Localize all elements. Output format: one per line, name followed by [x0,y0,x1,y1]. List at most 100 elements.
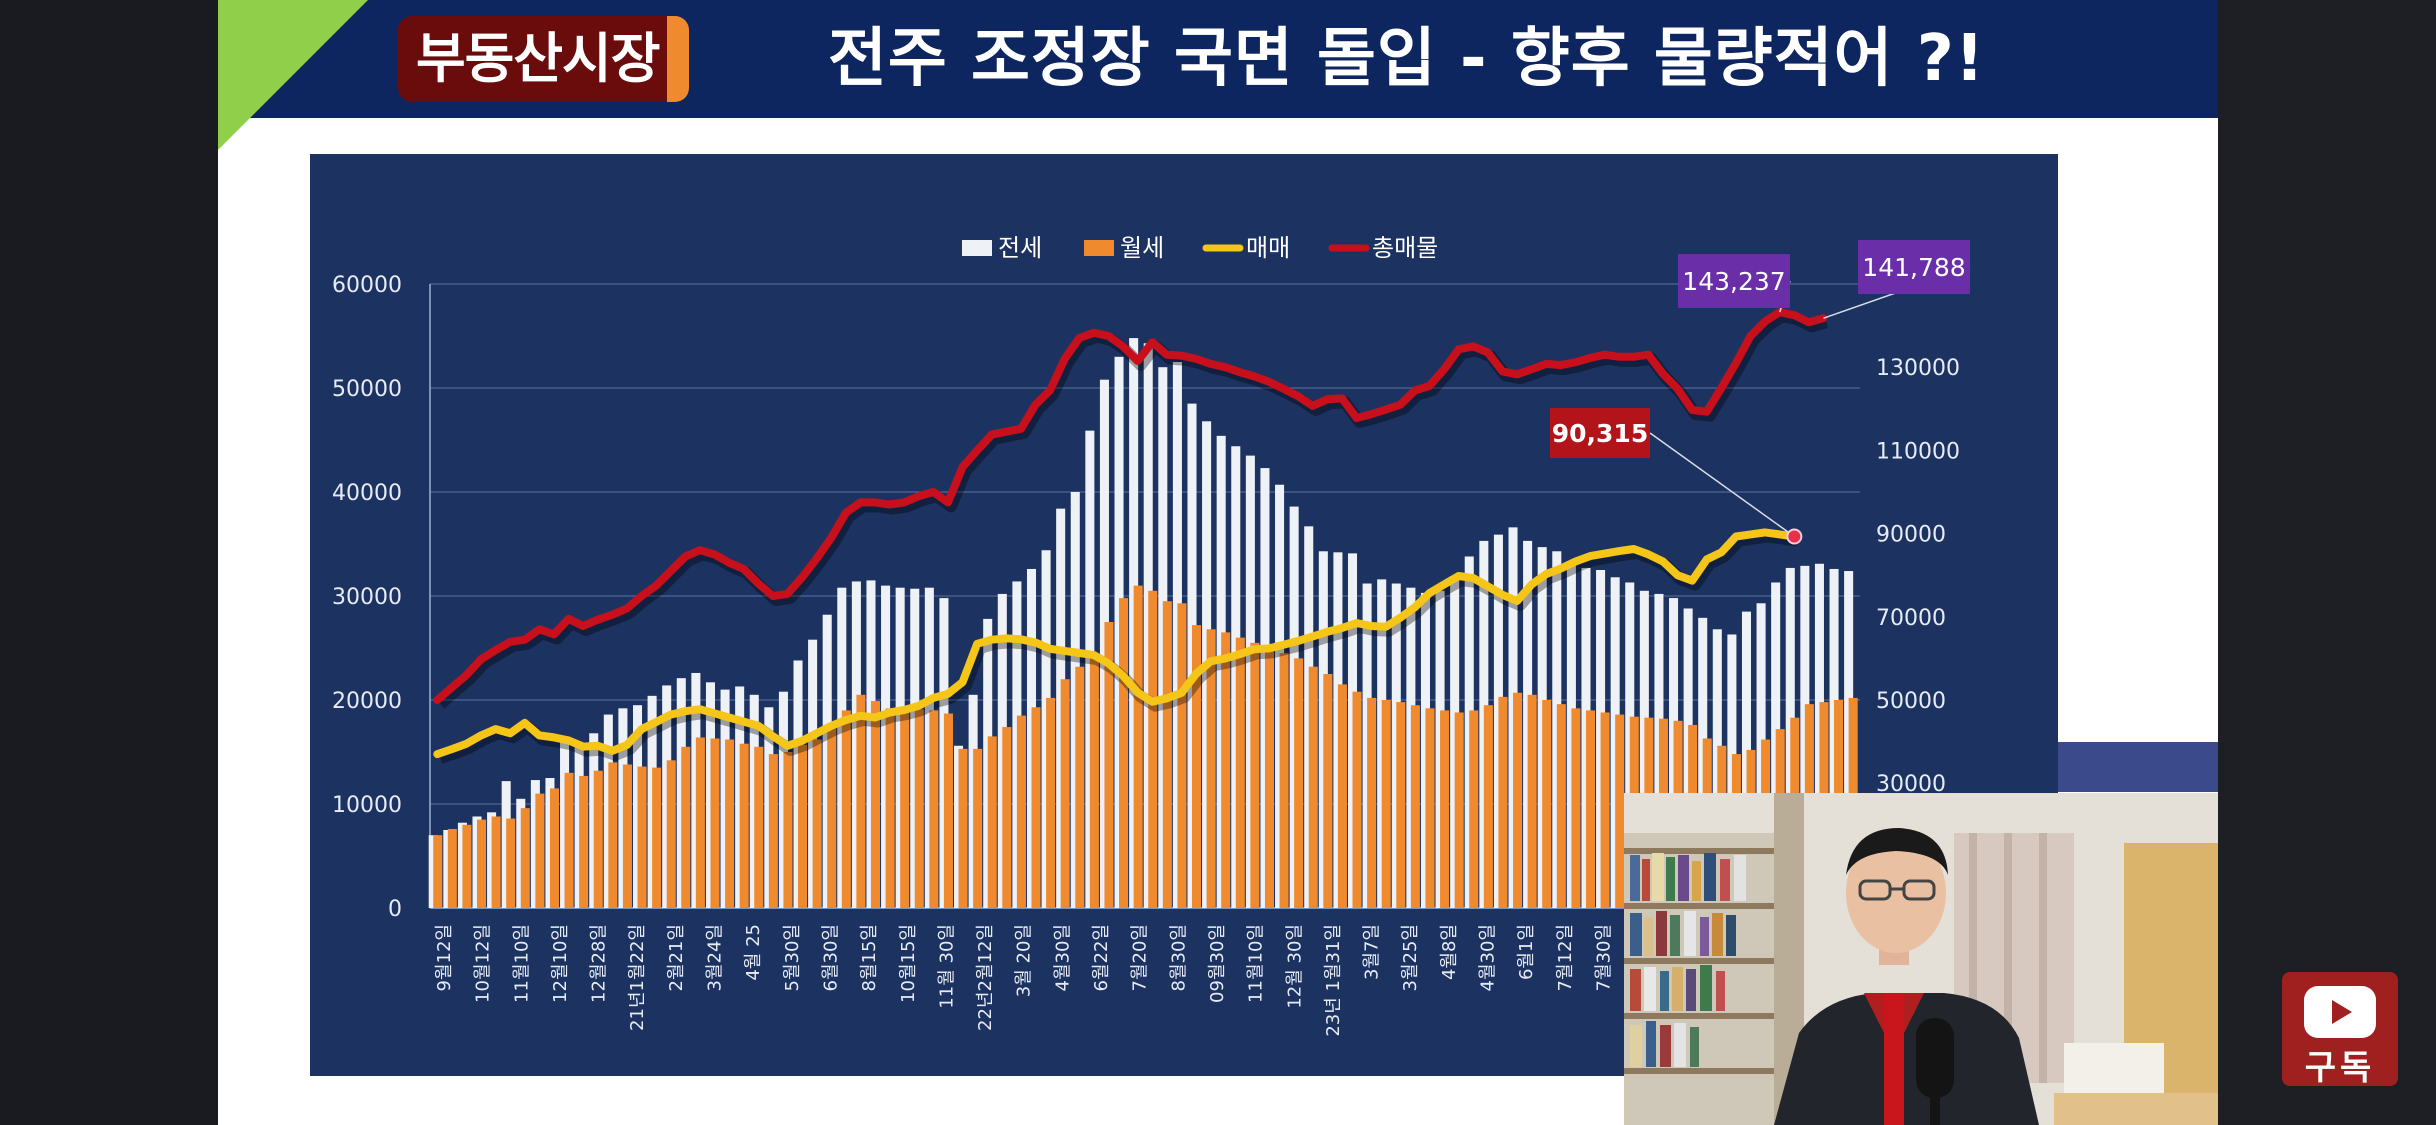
bar-wolse [433,835,443,908]
x-tick-label: 09월30일 [1207,924,1228,1003]
bar-wolse [1352,691,1362,908]
bar-wolse [1133,585,1143,908]
bar-wolse [1177,603,1187,908]
x-tick-label: 12월 30일 [1284,924,1305,1009]
bar-wolse [885,708,895,908]
y-left-tick-label: 50000 [332,377,402,402]
bar-wolse [1308,666,1318,908]
bar-wolse [1119,598,1129,908]
x-tick-label: 5월30일 [782,924,803,991]
bar-jeonse [1099,379,1109,908]
bar-wolse [1381,700,1391,908]
x-tick-label: 6월1일 [1516,924,1537,980]
x-tick-label: 22년2월12일 [975,924,996,1031]
bar-jeonse [1114,356,1124,908]
bar-wolse [1031,707,1041,908]
x-tick-label: 9월12일 [434,924,455,991]
y-left-tick-label: 20000 [332,689,402,714]
bar-wolse [1192,625,1202,908]
annotation-leader [1649,432,1795,538]
bar-wolse [593,770,603,908]
bar-jeonse [487,812,497,908]
bar-jeonse [1727,634,1737,908]
x-tick-label: 3월7일 [1362,924,1383,980]
bar-jeonse [545,778,555,908]
x-tick-label: 6월22일 [1091,924,1112,991]
bar-wolse [754,746,764,908]
bar-wolse [1425,708,1435,908]
x-tick-label: 4월30일 [1478,924,1499,991]
bar-wolse [462,824,472,908]
bar-jeonse [1464,556,1474,908]
highlight-point [1786,528,1803,545]
y-left-tick-label: 0 [388,897,402,922]
y-left-tick-label: 40000 [332,481,402,506]
bar-jeonse [1639,590,1649,908]
bar-wolse [1600,712,1610,908]
bar-jeonse [1187,403,1197,908]
x-tick-label: 10월12일 [473,924,494,1003]
category-badge-label: 부동산시장 [416,27,660,90]
annotation-box [1550,408,1650,458]
bar-wolse [681,746,691,908]
bar-wolse [447,828,457,908]
bar-wolse [477,819,487,908]
bar-wolse [1235,637,1245,908]
bar-wolse [710,738,720,908]
bar-wolse [506,818,516,908]
x-tick-label: 2월21일 [666,924,687,991]
bar-wolse [695,737,705,908]
chart-panel: 6000050000400003000020000100000150000130… [310,154,2058,1076]
bar-jeonse [778,691,788,908]
y-left-tick-label: 30000 [332,585,402,610]
x-tick-label: 23년 1월31일 [1323,924,1344,1037]
bar-wolse [564,772,574,908]
bar-jeonse [910,588,920,908]
bar-wolse [856,694,866,908]
bar-wolse [535,793,545,908]
bar-jeonse [866,580,876,908]
bar-jeonse [1275,484,1285,908]
bar-wolse [1206,629,1216,908]
bar-wolse [1294,658,1304,908]
x-tick-label: 4월 25 [743,924,764,981]
bar-wolse [1089,657,1099,908]
y-right-tick-label: 110000 [1876,439,1960,464]
bar-wolse [1513,692,1523,908]
bar-wolse [943,713,953,908]
x-tick-label: 7월30일 [1593,924,1614,991]
bar-wolse [637,766,647,908]
bar-jeonse [954,745,964,908]
bar-wolse [739,743,749,908]
bar-wolse [841,710,851,908]
bar-wolse [1337,684,1347,908]
bar-wolse [827,728,837,908]
bar-wolse [1571,708,1581,908]
slide-title: 전주 조정장 국면 돌입 - 향후 물량적어 ?! [828,22,1986,96]
bar-wolse [666,760,676,908]
bar-wolse [1396,702,1406,908]
x-tick-label: 21년1월22일 [627,924,648,1031]
bar-wolse [1367,697,1377,908]
bar-wolse [973,748,983,908]
bar-wolse [1323,674,1333,908]
legend-label: 월세 [1120,234,1164,262]
x-tick-label: 4월30일 [1052,924,1073,991]
legend-swatch [962,240,992,256]
annotation-label: 90,315 [1552,419,1648,448]
bar-wolse [1264,648,1275,908]
x-tick-label: 3월24일 [705,924,726,991]
bar-wolse [1454,712,1464,908]
line-maemae [433,528,1799,759]
x-tick-label: 3월 20일 [1014,924,1035,997]
bar-wolse [987,736,997,908]
bar-wolse [491,816,501,908]
bar-wolse [725,739,735,908]
subscribe-button[interactable]: 구독 [2282,972,2398,1088]
y-right-tick-label: 70000 [1876,606,1946,631]
x-tick-label: 12월10일 [550,924,571,1003]
x-tick-label: 3월25일 [1400,924,1421,991]
bar-wolse [1162,601,1172,908]
bar-jeonse [822,614,832,908]
bar-wolse [1410,705,1420,908]
